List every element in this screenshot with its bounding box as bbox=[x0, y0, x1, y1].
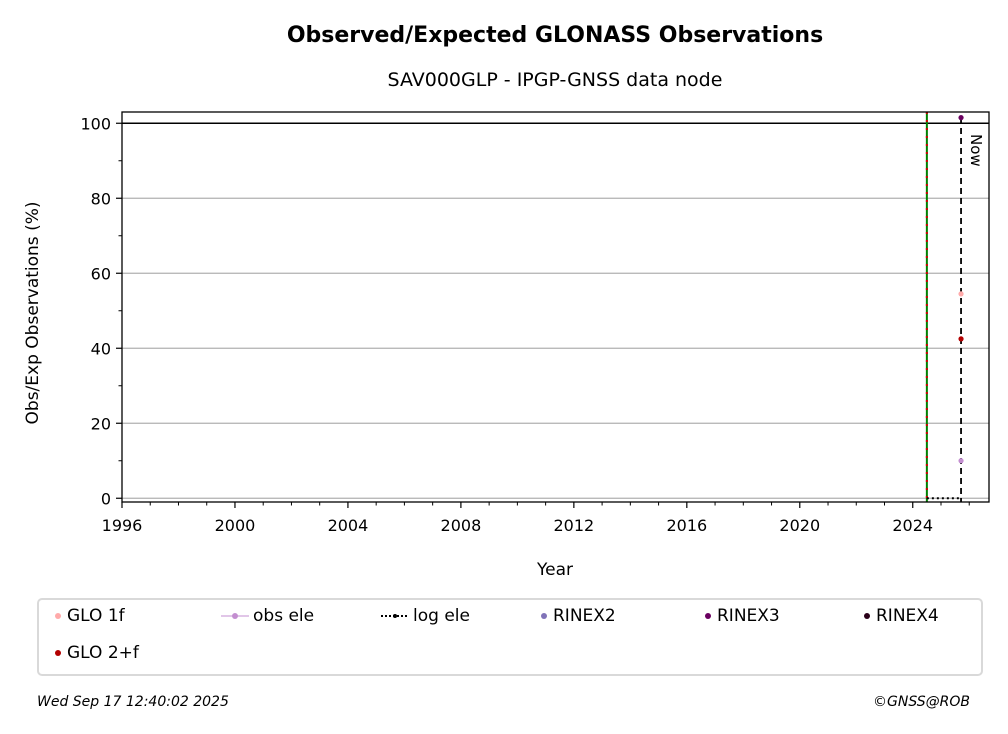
legend-marker-dot bbox=[541, 613, 547, 619]
legend: GLO 1f obs ele log ele RINEX2 RINEX3 RIN… bbox=[37, 598, 983, 676]
x-tick-label: 2008 bbox=[441, 516, 482, 535]
axes: 0 20 40 60 80 100 1996 2000 2004 2008 2012 2016 2020… bbox=[80, 114, 970, 535]
y-axis-label: Obs/Exp Observations (%) bbox=[23, 202, 43, 425]
footer-copyright: ©GNSS@ROB bbox=[873, 694, 970, 710]
legend-item-log-ele: log ele bbox=[381, 606, 470, 626]
y-tick-label: 20 bbox=[91, 414, 111, 433]
legend-item-rinex2: RINEX2 bbox=[539, 606, 616, 626]
gridlines bbox=[122, 122, 989, 499]
y-tick-label: 80 bbox=[91, 189, 111, 208]
legend-item-rinex4: RINEX4 bbox=[862, 606, 939, 626]
legend-label: GLO 1f bbox=[67, 606, 125, 626]
chart-subtitle: SAV000GLP - IPGP-GNSS data node bbox=[388, 69, 723, 91]
plot-frame bbox=[121, 111, 990, 503]
legend-marker-dot bbox=[55, 613, 61, 619]
y-tick-label: 100 bbox=[80, 114, 111, 133]
chart-title: Observed/Expected GLONASS Observations bbox=[287, 23, 823, 48]
legend-label: log ele bbox=[413, 606, 470, 626]
legend-item-rinex3: RINEX3 bbox=[703, 606, 780, 626]
reference-lines: Now bbox=[122, 112, 989, 502]
legend-label: RINEX2 bbox=[553, 606, 616, 626]
y-tick-label: 0 bbox=[101, 489, 111, 508]
y-tick-label: 60 bbox=[91, 264, 111, 283]
legend-label: RINEX4 bbox=[876, 606, 939, 626]
y-tick-label: 40 bbox=[91, 339, 111, 358]
legend-marker-line bbox=[221, 613, 249, 619]
x-tick-label: 2024 bbox=[892, 516, 933, 535]
data-point-rinex3 bbox=[958, 115, 964, 121]
legend-item-obs-ele: obs ele bbox=[221, 606, 314, 626]
chart-canvas: Observed/Expected GLONASS Observations S… bbox=[23, 23, 990, 580]
x-tick-label: 2000 bbox=[215, 516, 256, 535]
x-axis-label: Year bbox=[536, 560, 573, 580]
x-tick-label: 2020 bbox=[779, 516, 820, 535]
legend-marker-dot bbox=[864, 613, 870, 619]
now-label: Now bbox=[967, 134, 985, 167]
legend-item-glo2f: GLO 2+f bbox=[53, 643, 139, 663]
x-tick-label: 1996 bbox=[102, 516, 143, 535]
x-tick-label: 2012 bbox=[553, 516, 594, 535]
data-points bbox=[926, 115, 964, 500]
legend-label: RINEX3 bbox=[717, 606, 780, 626]
legend-marker-dotted-line bbox=[381, 614, 409, 618]
legend-label: obs ele bbox=[253, 606, 315, 626]
legend-label: GLO 2+f bbox=[67, 643, 139, 663]
legend-marker-dot bbox=[55, 650, 61, 656]
data-point-glo-1f bbox=[958, 291, 964, 297]
x-tick-label: 2004 bbox=[328, 516, 369, 535]
data-point-obs-ele bbox=[958, 458, 964, 464]
legend-marker-dot bbox=[705, 613, 711, 619]
legend-item-glo1f: GLO 1f bbox=[53, 606, 125, 626]
x-tick-label: 2016 bbox=[666, 516, 707, 535]
data-point-glo-2-f bbox=[958, 336, 964, 342]
footer-timestamp: Wed Sep 17 12:40:02 2025 bbox=[37, 694, 229, 710]
